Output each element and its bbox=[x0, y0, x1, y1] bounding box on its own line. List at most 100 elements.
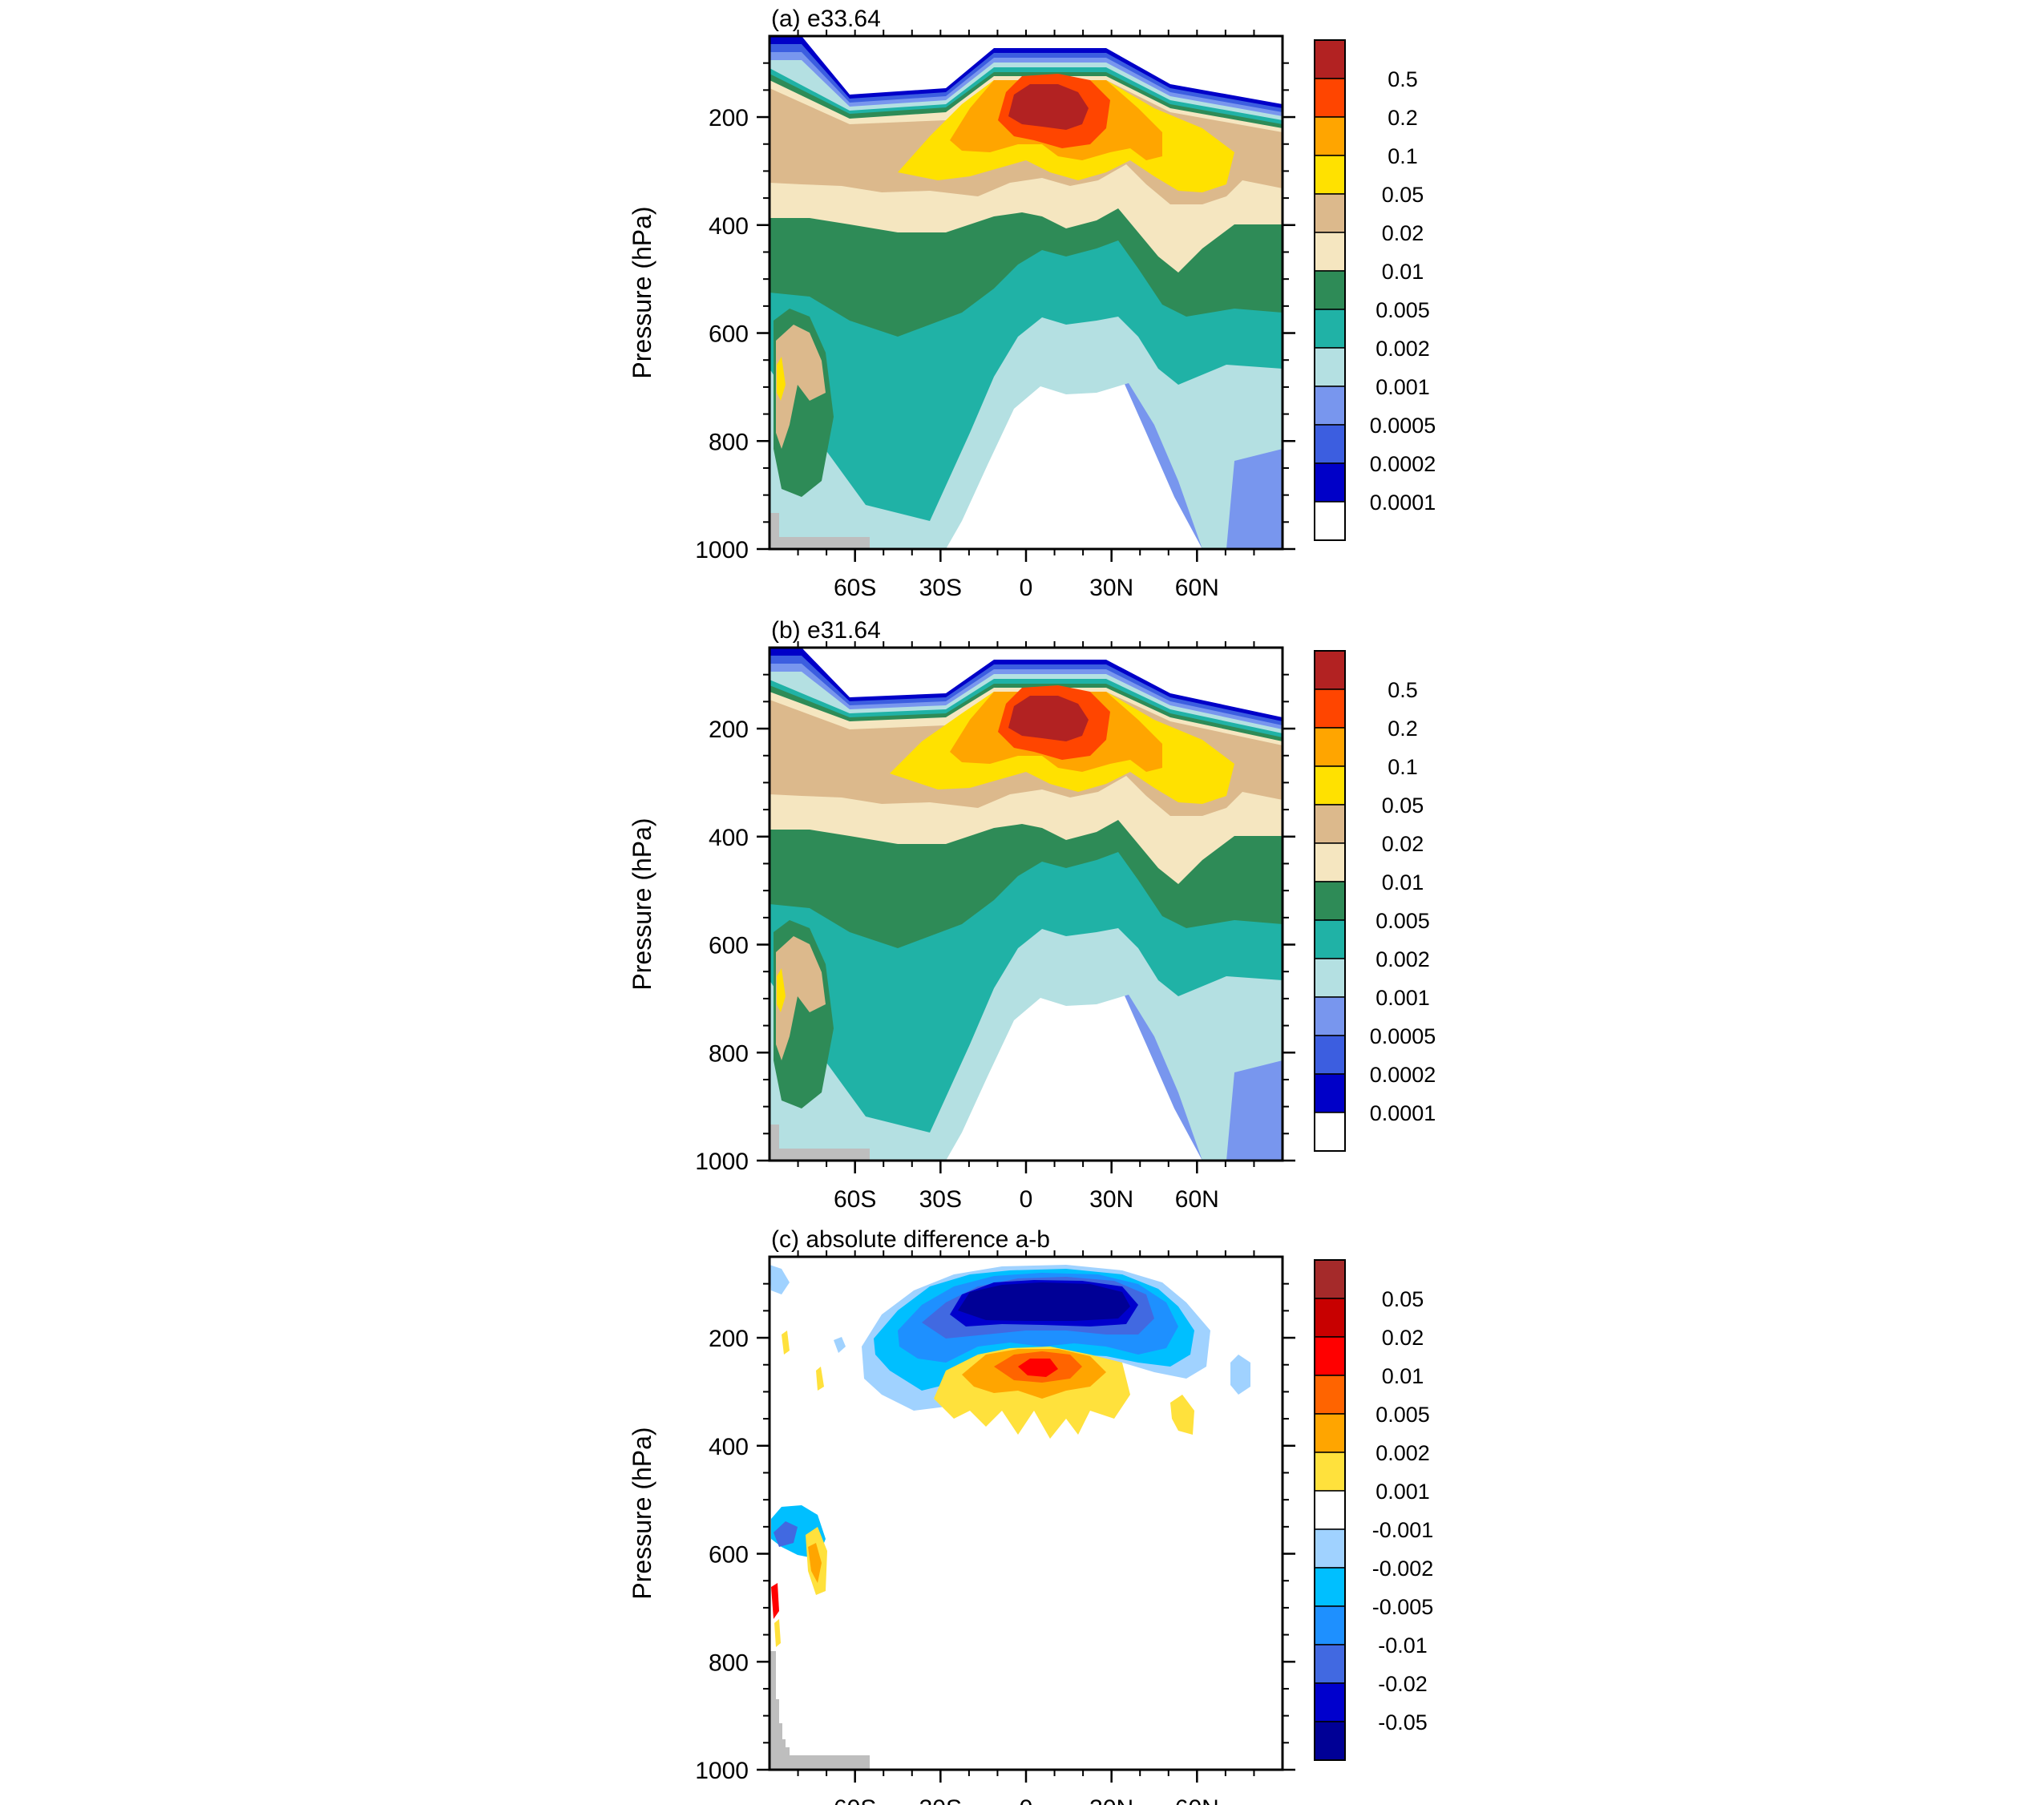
y-tick-label: 800 bbox=[709, 1040, 749, 1067]
colorbar-box bbox=[1314, 996, 1346, 1036]
x-tick-label: 0 bbox=[1020, 1186, 1033, 1213]
y-axis-label: Pressure (hPa) bbox=[628, 818, 656, 990]
colorbar-box bbox=[1314, 650, 1346, 690]
y-tick-label: 400 bbox=[709, 825, 749, 851]
colorbar-label: 0.005 bbox=[1375, 909, 1430, 933]
colorbar-label: 0.001 bbox=[1375, 375, 1430, 399]
colorbar-box bbox=[1314, 1375, 1346, 1415]
contour-band-neg-0.01 bbox=[774, 1521, 798, 1547]
colorbar-box bbox=[1314, 347, 1346, 387]
contour-field bbox=[770, 1257, 1283, 1770]
land-mask bbox=[770, 537, 870, 549]
colorbar-box bbox=[1314, 804, 1346, 844]
colorbar-box bbox=[1314, 1490, 1346, 1530]
colorbar-label: 0.01 bbox=[1382, 870, 1424, 894]
colorbar-box bbox=[1314, 1567, 1346, 1607]
land-mask bbox=[770, 1149, 870, 1161]
y-tick-label: 200 bbox=[709, 105, 749, 131]
panel-a: (a) e33.64 200 400 600 800 1000 60S 30S 0 30N 60N… bbox=[628, 6, 1436, 601]
colorbar-box bbox=[1314, 309, 1346, 349]
contour-band-pos-0.02 bbox=[771, 1583, 779, 1619]
colorbar-box bbox=[1314, 1298, 1346, 1338]
colorbar-label: 0.1 bbox=[1388, 755, 1418, 779]
colorbar-box bbox=[1314, 501, 1346, 541]
colorbar-box bbox=[1314, 1605, 1346, 1645]
colorbar-label: -0.005 bbox=[1372, 1595, 1434, 1619]
colorbar: 0.5 0.2 0.1 0.05 0.02 0.01 0.005 0.002 0.001 0.00… bbox=[1314, 39, 1436, 541]
y-tick-label: 600 bbox=[709, 933, 749, 959]
contour-band-pos-0.002 bbox=[816, 1367, 824, 1391]
colorbar-box bbox=[1314, 116, 1346, 156]
x-tick-label: 30S bbox=[919, 1186, 962, 1213]
y-tick-label: 1000 bbox=[695, 1149, 749, 1175]
colorbar-label: 0.02 bbox=[1382, 1326, 1424, 1350]
y-tick-label: 800 bbox=[709, 1650, 749, 1676]
x-tick-label: 60S bbox=[834, 575, 876, 601]
x-tick-label: 0 bbox=[1020, 1795, 1033, 1805]
colorbar-box bbox=[1314, 1336, 1346, 1376]
y-axis-label: Pressure (hPa) bbox=[628, 206, 656, 378]
colorbar-box bbox=[1314, 765, 1346, 806]
y-tick-label: 800 bbox=[709, 429, 749, 455]
y-tick-label: 1000 bbox=[695, 1758, 749, 1784]
colorbar-label: 0.5 bbox=[1388, 67, 1418, 91]
colorbar-label: 0.0005 bbox=[1370, 414, 1436, 438]
colorbar-box bbox=[1314, 155, 1346, 195]
y-axis-label: Pressure (hPa) bbox=[628, 1427, 656, 1599]
colorbar-label: -0.05 bbox=[1378, 1710, 1428, 1734]
panel-title: (c) absolute difference a-b bbox=[771, 1226, 1050, 1253]
x-tick-label: 0 bbox=[1020, 575, 1033, 601]
y-tick-label: 600 bbox=[709, 1542, 749, 1569]
colorbar-box bbox=[1314, 462, 1346, 503]
y-tick-label: 400 bbox=[709, 213, 749, 240]
colorbar-label: 0.02 bbox=[1382, 221, 1424, 245]
colorbar-label: -0.002 bbox=[1372, 1557, 1434, 1581]
colorbar-label: 0.2 bbox=[1388, 717, 1418, 741]
colorbar-box bbox=[1314, 1112, 1346, 1152]
x-tick-label: 30N bbox=[1089, 575, 1133, 601]
colorbar-label: 0.001 bbox=[1375, 1480, 1430, 1504]
colorbar-label: 0.1 bbox=[1388, 144, 1418, 168]
contour-band-low-left-0.02 bbox=[776, 325, 826, 449]
colorbar-label: 0.005 bbox=[1375, 298, 1430, 322]
colorbar-box bbox=[1314, 232, 1346, 272]
colorbar-label: 0.002 bbox=[1375, 947, 1430, 971]
colorbar-label: 0.0002 bbox=[1370, 452, 1436, 476]
colorbar-label: 0.02 bbox=[1382, 832, 1424, 856]
colorbar-label: 0.5 bbox=[1388, 678, 1418, 702]
colorbar-frame bbox=[1314, 650, 1346, 1152]
colorbar-label: 0.0001 bbox=[1370, 491, 1436, 515]
panel-title: (a) e33.64 bbox=[771, 6, 881, 32]
colorbar-box bbox=[1314, 39, 1346, 79]
contour-band-low-left-0.05 bbox=[777, 357, 786, 401]
axes: 200 400 600 800 1000 60S 30S 0 30N 60N Pressure (h… bbox=[628, 1250, 1295, 1805]
colorbar-label: 0.002 bbox=[1375, 1441, 1430, 1465]
colorbar-label: -0.02 bbox=[1378, 1672, 1428, 1696]
colorbar-label: 0.01 bbox=[1382, 1364, 1424, 1388]
colorbar-label: 0.0002 bbox=[1370, 1063, 1436, 1087]
colorbar-box bbox=[1314, 919, 1346, 959]
colorbar-box bbox=[1314, 688, 1346, 729]
colorbar-box bbox=[1314, 1721, 1346, 1761]
y-tick-label: 400 bbox=[709, 1434, 749, 1460]
contour-band-neg-0.001 bbox=[770, 1265, 790, 1294]
contour-band-pos-0.002 bbox=[1170, 1395, 1194, 1435]
colorbar-frame bbox=[1314, 1259, 1346, 1761]
contour-band-low-left-0.02 bbox=[776, 936, 826, 1060]
x-tick-label: 60S bbox=[834, 1186, 876, 1213]
y-tick-label: 1000 bbox=[695, 537, 749, 563]
contour-band-pos-0.02 bbox=[1018, 1359, 1058, 1377]
contour-band-0.5 bbox=[1008, 696, 1089, 741]
y-tick-label: 600 bbox=[709, 321, 749, 348]
contour-band-pos-0.005 bbox=[808, 1543, 822, 1583]
colorbar-box bbox=[1314, 727, 1346, 767]
colorbar-box bbox=[1314, 1644, 1346, 1684]
colorbar-label: 0.05 bbox=[1382, 183, 1424, 207]
colorbar-box bbox=[1314, 193, 1346, 233]
colorbar-label: -0.001 bbox=[1372, 1518, 1434, 1542]
x-tick-label: 30N bbox=[1089, 1795, 1133, 1805]
colorbar-label: 0.0001 bbox=[1370, 1101, 1436, 1125]
colorbar-label: -0.01 bbox=[1378, 1633, 1428, 1658]
colorbar-frame bbox=[1314, 39, 1346, 541]
axes: 200 400 600 800 1000 60S 30S 0 30N 60N Pressure (h… bbox=[628, 30, 1295, 601]
